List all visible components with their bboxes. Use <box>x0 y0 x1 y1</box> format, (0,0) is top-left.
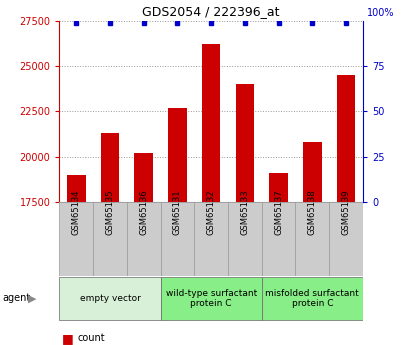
Bar <box>328 202 362 276</box>
Text: wild-type surfactant
protein C: wild-type surfactant protein C <box>165 289 256 308</box>
Bar <box>201 44 220 202</box>
Bar <box>126 202 160 276</box>
Text: GSM65131: GSM65131 <box>173 190 182 235</box>
Bar <box>67 175 85 202</box>
Bar <box>93 202 126 276</box>
Bar <box>101 133 119 202</box>
Bar <box>302 142 321 202</box>
Bar <box>168 108 186 202</box>
Bar <box>261 202 295 276</box>
Text: GSM65135: GSM65135 <box>105 190 114 235</box>
Bar <box>269 173 287 202</box>
Text: GSM65132: GSM65132 <box>206 190 215 235</box>
Title: GDS2054 / 222396_at: GDS2054 / 222396_at <box>142 5 279 18</box>
Text: count: count <box>78 333 105 343</box>
Text: misfolded surfactant
protein C: misfolded surfactant protein C <box>265 289 358 308</box>
Text: empty vector: empty vector <box>79 294 140 303</box>
Text: GSM65133: GSM65133 <box>240 190 249 235</box>
Text: GSM65136: GSM65136 <box>139 190 148 235</box>
Bar <box>227 202 261 276</box>
Text: GSM65134: GSM65134 <box>72 190 81 235</box>
Bar <box>295 202 328 276</box>
Bar <box>235 84 254 202</box>
Text: GSM65137: GSM65137 <box>273 190 282 235</box>
Bar <box>160 277 261 320</box>
Bar <box>59 202 93 276</box>
Text: ■: ■ <box>61 332 73 345</box>
Text: GSM65139: GSM65139 <box>341 190 350 235</box>
Bar <box>59 277 160 320</box>
Bar <box>134 153 153 202</box>
Text: 100%: 100% <box>366 8 393 18</box>
Bar <box>261 277 362 320</box>
Bar <box>194 202 227 276</box>
Bar <box>336 75 355 202</box>
Text: GSM65138: GSM65138 <box>307 190 316 235</box>
Bar <box>160 202 194 276</box>
Text: agent: agent <box>2 294 30 303</box>
Text: ▶: ▶ <box>28 294 36 303</box>
